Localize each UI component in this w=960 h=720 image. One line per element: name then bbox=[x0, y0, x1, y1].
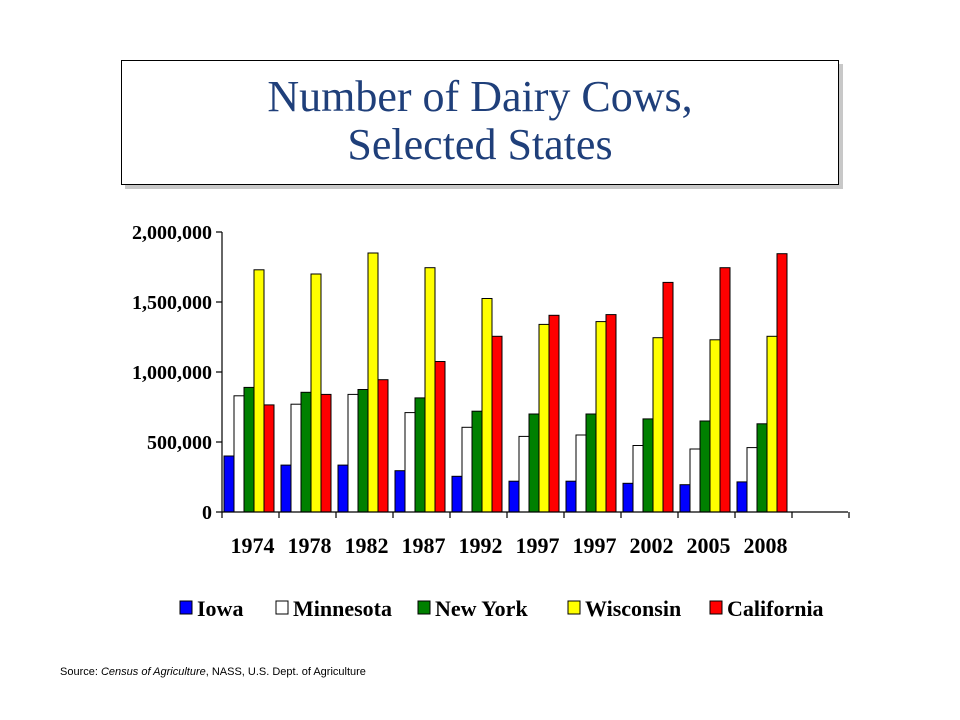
x-tick-label: 1974 bbox=[231, 533, 275, 558]
bar bbox=[605, 314, 617, 513]
bar bbox=[709, 339, 721, 513]
bar bbox=[642, 418, 654, 513]
bar bbox=[538, 323, 550, 513]
x-tick-label: 2008 bbox=[744, 533, 788, 558]
legend-swatch bbox=[709, 600, 723, 615]
bar bbox=[434, 361, 446, 513]
bar bbox=[756, 423, 768, 513]
bar bbox=[746, 447, 758, 513]
bar bbox=[595, 321, 607, 513]
bars bbox=[223, 252, 788, 513]
bar bbox=[699, 420, 711, 513]
bar bbox=[585, 413, 597, 513]
legend-swatch bbox=[275, 600, 289, 615]
y-tick-label: 0 bbox=[202, 502, 212, 524]
source-note: Source: Census of Agriculture, NASS, U.S… bbox=[60, 666, 366, 678]
bar bbox=[766, 335, 778, 513]
bar bbox=[622, 482, 634, 513]
x-tick-label: 1982 bbox=[345, 533, 389, 558]
bar bbox=[223, 455, 235, 513]
bar bbox=[414, 397, 426, 513]
legend-label: New York bbox=[435, 596, 528, 621]
x-tick-label: 2005 bbox=[687, 533, 731, 558]
bar bbox=[528, 413, 540, 513]
bar bbox=[491, 335, 503, 513]
bar bbox=[451, 475, 463, 513]
x-tick-label: 2002 bbox=[630, 533, 674, 558]
bar bbox=[652, 337, 664, 513]
chart-title-line-2: Selected States bbox=[347, 120, 613, 169]
bar bbox=[263, 404, 275, 513]
bar bbox=[233, 395, 245, 513]
bar bbox=[481, 298, 493, 513]
bar bbox=[280, 464, 292, 513]
chart-title-box: Number of Dairy Cows, Selected States bbox=[121, 60, 839, 185]
y-tick-label: 1,500,000 bbox=[132, 292, 212, 314]
bar bbox=[736, 481, 748, 513]
axes bbox=[221, 232, 850, 518]
bar bbox=[508, 480, 520, 513]
bar bbox=[548, 314, 560, 513]
chart-title-line-1: Number of Dairy Cows, bbox=[267, 72, 693, 121]
bar bbox=[461, 426, 473, 513]
bar bbox=[565, 480, 577, 513]
legend-swatch bbox=[179, 600, 193, 615]
source-publication: Census of Agriculture bbox=[100, 666, 206, 678]
bar bbox=[347, 393, 359, 513]
bar bbox=[776, 253, 788, 513]
bar bbox=[575, 434, 587, 513]
source-prefix: Source: bbox=[60, 666, 101, 678]
legend-label: Iowa bbox=[197, 596, 243, 621]
x-tick-label: 1992 bbox=[459, 533, 503, 558]
bar bbox=[377, 379, 389, 513]
y-tick-label: 1,000,000 bbox=[132, 362, 212, 384]
y-axis-ticks: 2,000,000 1,500,000 1,000,000 500,000 0 bbox=[132, 222, 222, 524]
y-tick-label: 500,000 bbox=[147, 432, 212, 454]
bar bbox=[518, 435, 530, 513]
legend-label: Minnesota bbox=[293, 596, 392, 621]
bar bbox=[320, 393, 332, 513]
bar bbox=[357, 389, 369, 513]
bar bbox=[632, 445, 644, 513]
bar bbox=[290, 403, 302, 513]
x-tick-label: 1997 bbox=[573, 533, 617, 558]
bar bbox=[679, 484, 691, 513]
bar bbox=[367, 252, 379, 513]
x-axis-labels: 1974 1978 1982 1987 1992 1997 1997 2002 2005 2008 bbox=[231, 533, 788, 558]
bar bbox=[719, 267, 731, 513]
bar bbox=[337, 464, 349, 513]
bar bbox=[662, 281, 674, 513]
bar bbox=[689, 448, 701, 513]
bar bbox=[310, 273, 322, 513]
y-tick-label: 2,000,000 bbox=[132, 222, 212, 244]
legend: Iowa Minnesota New York Wisconsin California bbox=[179, 596, 824, 621]
bar bbox=[253, 269, 265, 513]
legend-label: Wisconsin bbox=[585, 596, 681, 621]
legend-swatch bbox=[417, 600, 431, 615]
x-tick-label: 1997 bbox=[516, 533, 560, 558]
x-tick-label: 1987 bbox=[402, 533, 446, 558]
legend-swatch bbox=[567, 600, 581, 615]
bar bbox=[243, 386, 255, 513]
x-tick-label: 1978 bbox=[288, 533, 332, 558]
bar bbox=[404, 412, 416, 513]
source-suffix: , NASS, U.S. Dept. of Agriculture bbox=[205, 666, 366, 678]
bar bbox=[424, 267, 436, 513]
bar bbox=[300, 391, 312, 513]
bar bbox=[394, 470, 406, 513]
legend-label: California bbox=[727, 596, 824, 621]
bar bbox=[471, 410, 483, 513]
